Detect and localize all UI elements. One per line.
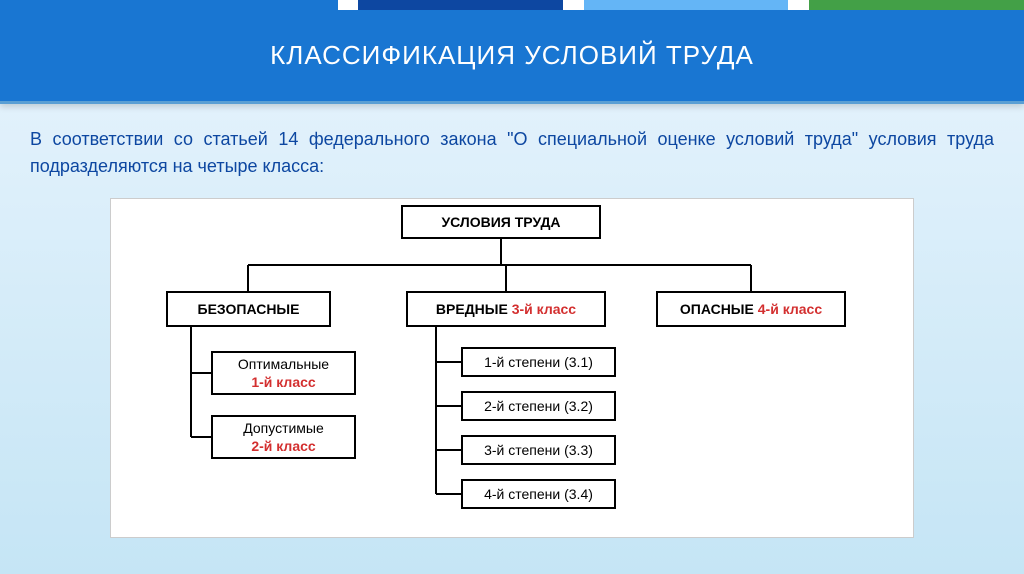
node-label: Оптимальные (238, 355, 329, 373)
node-label: 4-й степени (3.4) (484, 485, 593, 503)
node-degree-1: 1-й степени (3.1) (461, 347, 616, 377)
node-label: БЕЗОПАСНЫЕ (198, 300, 300, 318)
node-label: Допустимые (243, 419, 324, 437)
header-band: КЛАССИФИКАЦИЯ УСЛОВИЙ ТРУДА (0, 10, 1024, 104)
intro-text: В соответствии со статьей 14 федеральног… (30, 129, 994, 176)
node-label: 1-й степени (3.1) (484, 353, 593, 371)
node-allowable: Допустимые 2-й класс (211, 415, 356, 459)
node-degree-3: 3-й степени (3.3) (461, 435, 616, 465)
top-stripe (0, 0, 1024, 10)
page-title: КЛАССИФИКАЦИЯ УСЛОВИЙ ТРУДА (270, 40, 754, 70)
node-label: 3-й степени (3.3) (484, 441, 593, 459)
intro-paragraph: В соответствии со статьей 14 федеральног… (0, 104, 1024, 190)
node-label-row: ОПАСНЫЕ 4-й класс (680, 300, 822, 318)
node-safe: БЕЗОПАСНЫЕ (166, 291, 331, 327)
node-label-row: ВРЕДНЫЕ 3-й класс (436, 300, 576, 318)
node-label: 2-й степени (3.2) (484, 397, 593, 415)
node-harmful: ВРЕДНЫЕ 3-й класс (406, 291, 606, 327)
node-label: УСЛОВИЯ ТРУДА (441, 213, 560, 231)
node-root: УСЛОВИЯ ТРУДА (401, 205, 601, 239)
node-accent: 2-й класс (251, 437, 315, 455)
node-degree-2: 2-й степени (3.2) (461, 391, 616, 421)
node-optimal: Оптимальные 1-й класс (211, 351, 356, 395)
node-accent: 1-й класс (251, 373, 315, 391)
node-degree-4: 4-й степени (3.4) (461, 479, 616, 509)
node-dangerous: ОПАСНЫЕ 4-й класс (656, 291, 846, 327)
hierarchy-diagram: УСЛОВИЯ ТРУДА БЕЗОПАСНЫЕ ВРЕДНЫЕ 3-й кла… (110, 198, 914, 538)
